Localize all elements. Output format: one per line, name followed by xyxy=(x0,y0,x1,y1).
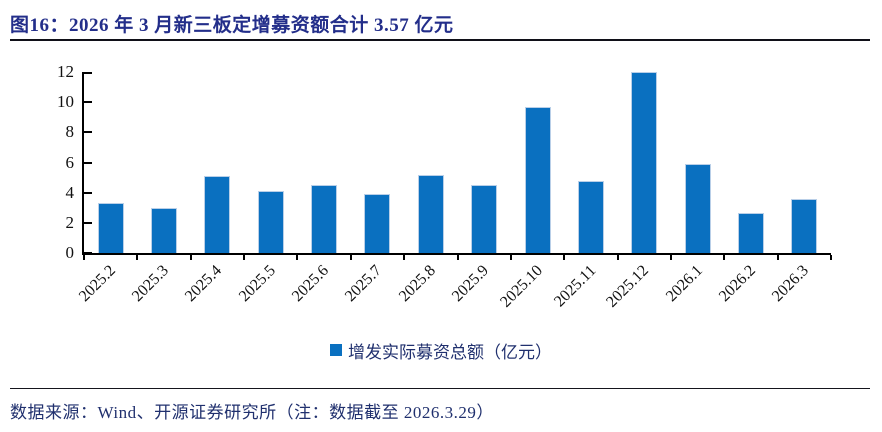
x-tick xyxy=(349,255,352,260)
y-tick xyxy=(84,191,92,194)
x-tick-label: 2025.9 xyxy=(449,262,493,306)
x-tick xyxy=(136,255,139,260)
legend-label: 增发实际募资总额（亿元） xyxy=(348,342,552,362)
x-tick xyxy=(296,255,299,260)
x-tick xyxy=(243,255,246,260)
x-tick xyxy=(509,255,512,260)
figure-title: 图16：2026 年 3 月新三板定增募资额合计 3.57 亿元 xyxy=(10,15,454,36)
x-tick-label: 2025.12 xyxy=(603,262,653,311)
bar-2026.3 xyxy=(791,199,818,253)
bar-2025.6 xyxy=(311,185,338,253)
title-divider xyxy=(10,39,870,41)
y-tick xyxy=(84,252,92,254)
x-tick-label: 2025.4 xyxy=(182,262,226,306)
x-tick xyxy=(563,255,566,260)
x-tick-label: 2025.2 xyxy=(75,262,119,306)
footer-divider xyxy=(10,388,870,389)
x-tick-label: 2025.11 xyxy=(550,262,599,311)
y-tick xyxy=(84,131,92,134)
bar-2025.4 xyxy=(204,176,231,253)
x-tick xyxy=(723,255,726,260)
bar-2025.7 xyxy=(364,194,391,253)
chart-legend: 增发实际募资总额（亿元） xyxy=(0,340,882,362)
x-tick xyxy=(189,255,192,260)
y-tick-label: 12 xyxy=(57,62,74,81)
x-tick-label: 2025.8 xyxy=(395,262,439,306)
x-tick xyxy=(83,255,85,260)
x-tick xyxy=(776,255,779,260)
y-tick-label: 4 xyxy=(65,182,75,202)
y-tick-label: 0 xyxy=(65,243,75,262)
bar-2025.5 xyxy=(257,191,284,253)
y-tick xyxy=(84,161,92,164)
y-axis-labels: 0 2 4 6 8 10 12 xyxy=(0,63,75,262)
y-tick xyxy=(84,221,92,224)
x-tick-label: 2025.7 xyxy=(342,262,386,306)
bar-2026.2 xyxy=(737,213,764,253)
bar-2025.2 xyxy=(97,203,124,253)
data-source-note: 数据来源：Wind、开源证券研究所（注：数据截至 2026.3.29） xyxy=(10,403,494,422)
y-tick-label: 10 xyxy=(57,92,74,112)
bar-2025.12 xyxy=(631,72,658,253)
bar-2025.11 xyxy=(577,180,604,253)
x-tick xyxy=(830,255,832,260)
x-tick xyxy=(456,255,459,260)
bar-2025.10 xyxy=(524,106,551,253)
bar-2025.3 xyxy=(151,207,178,253)
x-tick-label: 2026.2 xyxy=(715,262,759,306)
y-tick xyxy=(84,72,92,74)
y-tick-label: 8 xyxy=(65,122,75,142)
x-tick-label: 2025.10 xyxy=(496,262,546,311)
plot-area xyxy=(82,72,832,260)
bar-2026.1 xyxy=(684,164,711,253)
y-tick-label: 2 xyxy=(65,212,75,232)
x-axis-labels: 2025.2 2025.3 2025.4 2025.5 2025.6 2025.7 2025… xyxy=(76,258,829,318)
y-tick-label: 6 xyxy=(65,152,75,172)
bar-2025.9 xyxy=(471,185,498,253)
legend-marker-icon xyxy=(330,344,342,356)
x-tick xyxy=(616,255,619,260)
x-tick xyxy=(403,255,406,260)
y-tick xyxy=(84,101,92,104)
x-tick-label: 2025.6 xyxy=(288,262,333,306)
bar-2025.8 xyxy=(417,174,444,253)
x-tick-label: 2026.3 xyxy=(769,262,813,306)
x-tick-label: 2025.5 xyxy=(235,262,279,306)
x-tick-label: 2026.1 xyxy=(662,262,706,306)
x-tick xyxy=(669,255,672,260)
x-tick-label: 2025.3 xyxy=(128,262,173,306)
